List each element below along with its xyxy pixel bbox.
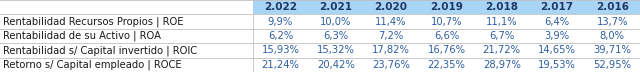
Text: 2.019: 2.019 [430, 2, 463, 12]
Text: 14,65%: 14,65% [538, 45, 576, 55]
Text: 2.022: 2.022 [264, 2, 297, 12]
Text: 28,97%: 28,97% [483, 60, 521, 70]
Text: 7,2%: 7,2% [378, 31, 404, 41]
Text: 15,32%: 15,32% [317, 45, 355, 55]
Text: 11,4%: 11,4% [375, 17, 407, 27]
Text: 2.016: 2.016 [596, 2, 629, 12]
Text: 10,0%: 10,0% [320, 17, 351, 27]
Text: 22,35%: 22,35% [428, 60, 465, 70]
Text: 6,3%: 6,3% [323, 31, 348, 41]
Text: 23,76%: 23,76% [372, 60, 410, 70]
Text: 16,76%: 16,76% [428, 45, 465, 55]
Text: 52,95%: 52,95% [593, 60, 631, 70]
Text: 15,93%: 15,93% [262, 45, 300, 55]
Text: Rentabilidad Recursos Propios | ROE: Rentabilidad Recursos Propios | ROE [3, 16, 183, 27]
Text: 2.020: 2.020 [374, 2, 408, 12]
Text: 21,72%: 21,72% [483, 45, 521, 55]
Text: 6,2%: 6,2% [268, 31, 293, 41]
Text: Rentabilidad de su Activo | ROA: Rentabilidad de su Activo | ROA [3, 31, 161, 41]
Text: Retorno s/ Capital empleado | ROCE: Retorno s/ Capital empleado | ROCE [3, 60, 181, 70]
Text: 2.021: 2.021 [319, 2, 352, 12]
Text: 17,82%: 17,82% [372, 45, 410, 55]
Text: 6,6%: 6,6% [434, 31, 459, 41]
Text: 20,42%: 20,42% [317, 60, 355, 70]
Text: Rentabilidad s/ Capital invertido | ROIC: Rentabilidad s/ Capital invertido | ROIC [3, 45, 196, 56]
Text: 10,7%: 10,7% [431, 17, 462, 27]
Text: 9,9%: 9,9% [268, 17, 293, 27]
Text: 11,1%: 11,1% [486, 17, 518, 27]
Text: 13,7%: 13,7% [596, 17, 628, 27]
Text: 39,71%: 39,71% [593, 45, 631, 55]
Text: 19,53%: 19,53% [538, 60, 576, 70]
Text: 21,24%: 21,24% [262, 60, 300, 70]
Text: 6,4%: 6,4% [545, 17, 570, 27]
Text: 2.017: 2.017 [540, 2, 573, 12]
Text: 2.018: 2.018 [485, 2, 518, 12]
Text: 3,9%: 3,9% [545, 31, 570, 41]
FancyBboxPatch shape [253, 0, 640, 14]
Text: 6,7%: 6,7% [489, 31, 515, 41]
Text: 8,0%: 8,0% [600, 31, 625, 41]
